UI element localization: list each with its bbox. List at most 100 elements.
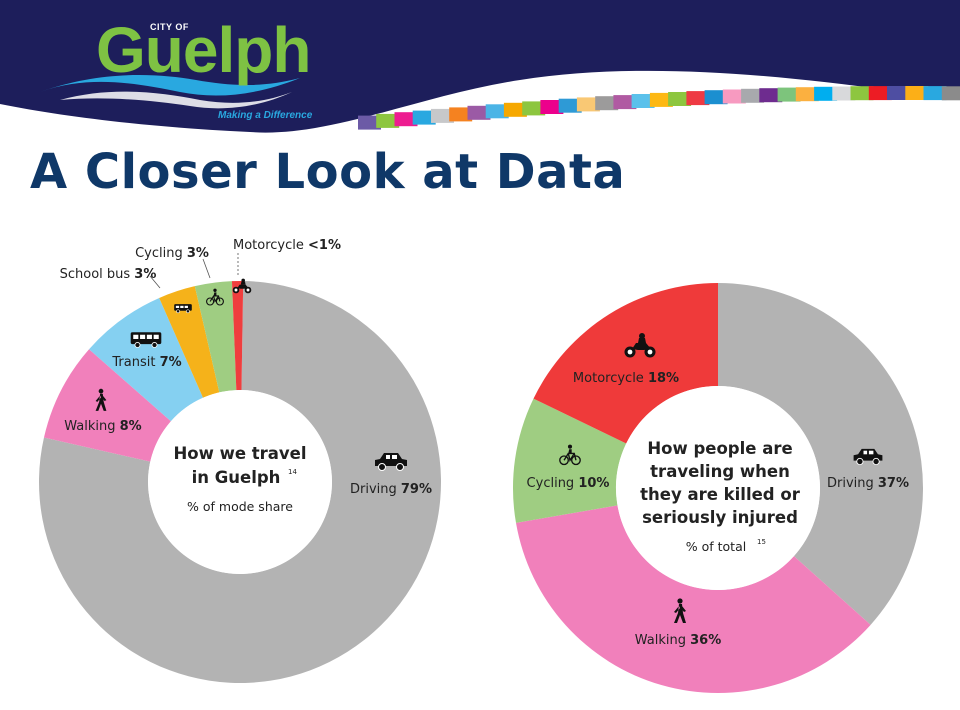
color-stripe <box>485 104 509 119</box>
injury-center-subtitle: % of total <box>686 539 746 554</box>
slice-motorcycle <box>533 283 718 444</box>
mode-share-slices <box>38 280 442 683</box>
logo-city-text: CITY OF <box>150 22 189 32</box>
slice-school-bus <box>159 286 220 398</box>
label-motorcycle: Motorcycle <1% <box>233 238 341 253</box>
label2-driving-value: 37% <box>878 476 909 491</box>
school-bus-icon <box>174 304 192 314</box>
color-stripe <box>832 86 856 101</box>
color-stripe <box>741 88 765 103</box>
color-stripe <box>558 98 582 113</box>
color-stripe <box>777 87 801 102</box>
label2-walking-name: Walking <box>635 633 690 648</box>
school-bus-leader-line <box>149 275 161 289</box>
mode-share-center-title-1: How we travel <box>173 444 306 463</box>
label-transit-value: 7% <box>160 355 182 370</box>
logo-tagline: Making a Difference <box>218 110 313 121</box>
pedestrian-icon <box>674 598 686 623</box>
color-stripe <box>795 87 819 102</box>
color-stripe <box>631 94 655 108</box>
color-stripe <box>759 88 783 103</box>
label-walking-name: Walking <box>64 419 119 434</box>
color-stripe <box>704 90 728 105</box>
mode-share-labels: Driving 79% Walking 8% Transit 7% School bu… <box>60 238 432 497</box>
logo-swoosh <box>40 75 300 96</box>
label-transit-name: Transit <box>111 355 159 370</box>
color-stripe <box>431 108 454 123</box>
mode-share-center-footnote: 14 <box>288 468 297 476</box>
color-stripes <box>358 86 960 130</box>
label-cycling: Cycling 3% <box>135 246 209 261</box>
injury-slices <box>513 283 924 693</box>
color-stripe <box>412 110 436 125</box>
label2-walking-value: 36% <box>690 633 721 648</box>
header-banner <box>0 0 960 133</box>
color-stripe <box>722 89 746 104</box>
label2-cycling: Cycling 10% <box>527 476 610 491</box>
label-school-bus-value: 3% <box>134 267 156 282</box>
label2-motorcycle: Motorcycle 18% <box>573 371 679 386</box>
slice-walking <box>515 505 871 693</box>
color-stripe <box>868 86 892 101</box>
bicycle-icon <box>559 444 581 466</box>
slice-cycling <box>194 281 237 393</box>
color-stripe <box>668 92 692 106</box>
injury-donut-hole <box>616 386 820 590</box>
label2-walking: Walking 36% <box>635 633 722 648</box>
slice-motorcycle <box>231 280 244 391</box>
color-stripe <box>923 86 947 101</box>
label2-driving: Driving 37% <box>827 476 909 491</box>
page-title: A Closer Look at Data <box>30 144 626 200</box>
slice-driving <box>718 283 924 625</box>
label-cycling-name: Cycling <box>135 246 187 261</box>
label-transit: Transit 7% <box>111 355 181 370</box>
label-walking: Walking 8% <box>64 419 141 434</box>
label2-motorcycle-value: 18% <box>648 371 679 386</box>
car-icon <box>375 453 407 471</box>
slice-driving <box>38 281 442 683</box>
banner-background <box>0 0 960 133</box>
bus-icon <box>130 332 162 348</box>
injury-labels: Driving 37% Walking 36% Cycling 10% Motorcy… <box>527 333 909 648</box>
color-stripe <box>576 97 600 112</box>
car-icon <box>853 448 883 466</box>
logo-wordmark: Guelph <box>96 14 311 86</box>
injury-center-title-4: seriously injured <box>642 508 798 527</box>
color-stripe <box>887 86 910 100</box>
color-stripe <box>941 86 960 101</box>
color-stripe <box>467 105 491 120</box>
color-stripe <box>595 96 619 111</box>
color-stripe <box>814 86 838 101</box>
logo-swoosh-2 <box>60 91 292 109</box>
color-stripe <box>905 86 929 100</box>
label-driving-name: Driving <box>350 482 401 497</box>
injury-center-footnote: 15 <box>757 538 766 546</box>
injury-center-title-3: they are killed or <box>640 485 801 504</box>
color-stripe <box>503 102 527 117</box>
motorcycle-icon <box>232 278 252 294</box>
cycling-leader-line <box>202 258 211 279</box>
color-stripe <box>850 86 874 101</box>
color-stripe <box>522 101 546 116</box>
label-school-bus-name: School bus <box>60 267 135 282</box>
label-driving: Driving 79% <box>350 482 432 497</box>
mode-share-center-title-2: in Guelph <box>192 468 281 487</box>
label-school-bus: School bus 3% <box>60 267 157 282</box>
color-stripe <box>376 113 400 128</box>
injury-center-title-1: How people are <box>647 439 792 458</box>
motorcycle-icon <box>624 333 656 358</box>
mode-share-donut-hole <box>148 390 332 574</box>
label-motorcycle-value: <1% <box>308 238 341 253</box>
color-stripe <box>686 91 710 106</box>
slice-transit <box>89 297 204 422</box>
label-cycling-value: 3% <box>187 246 209 261</box>
label-driving-value: 79% <box>401 482 432 497</box>
label-walking-value: 8% <box>120 419 142 434</box>
slice-walking <box>43 349 171 462</box>
color-stripe <box>613 95 637 110</box>
label2-cycling-name: Cycling <box>527 476 579 491</box>
color-stripe <box>358 115 381 130</box>
bicycle-icon <box>206 288 224 306</box>
